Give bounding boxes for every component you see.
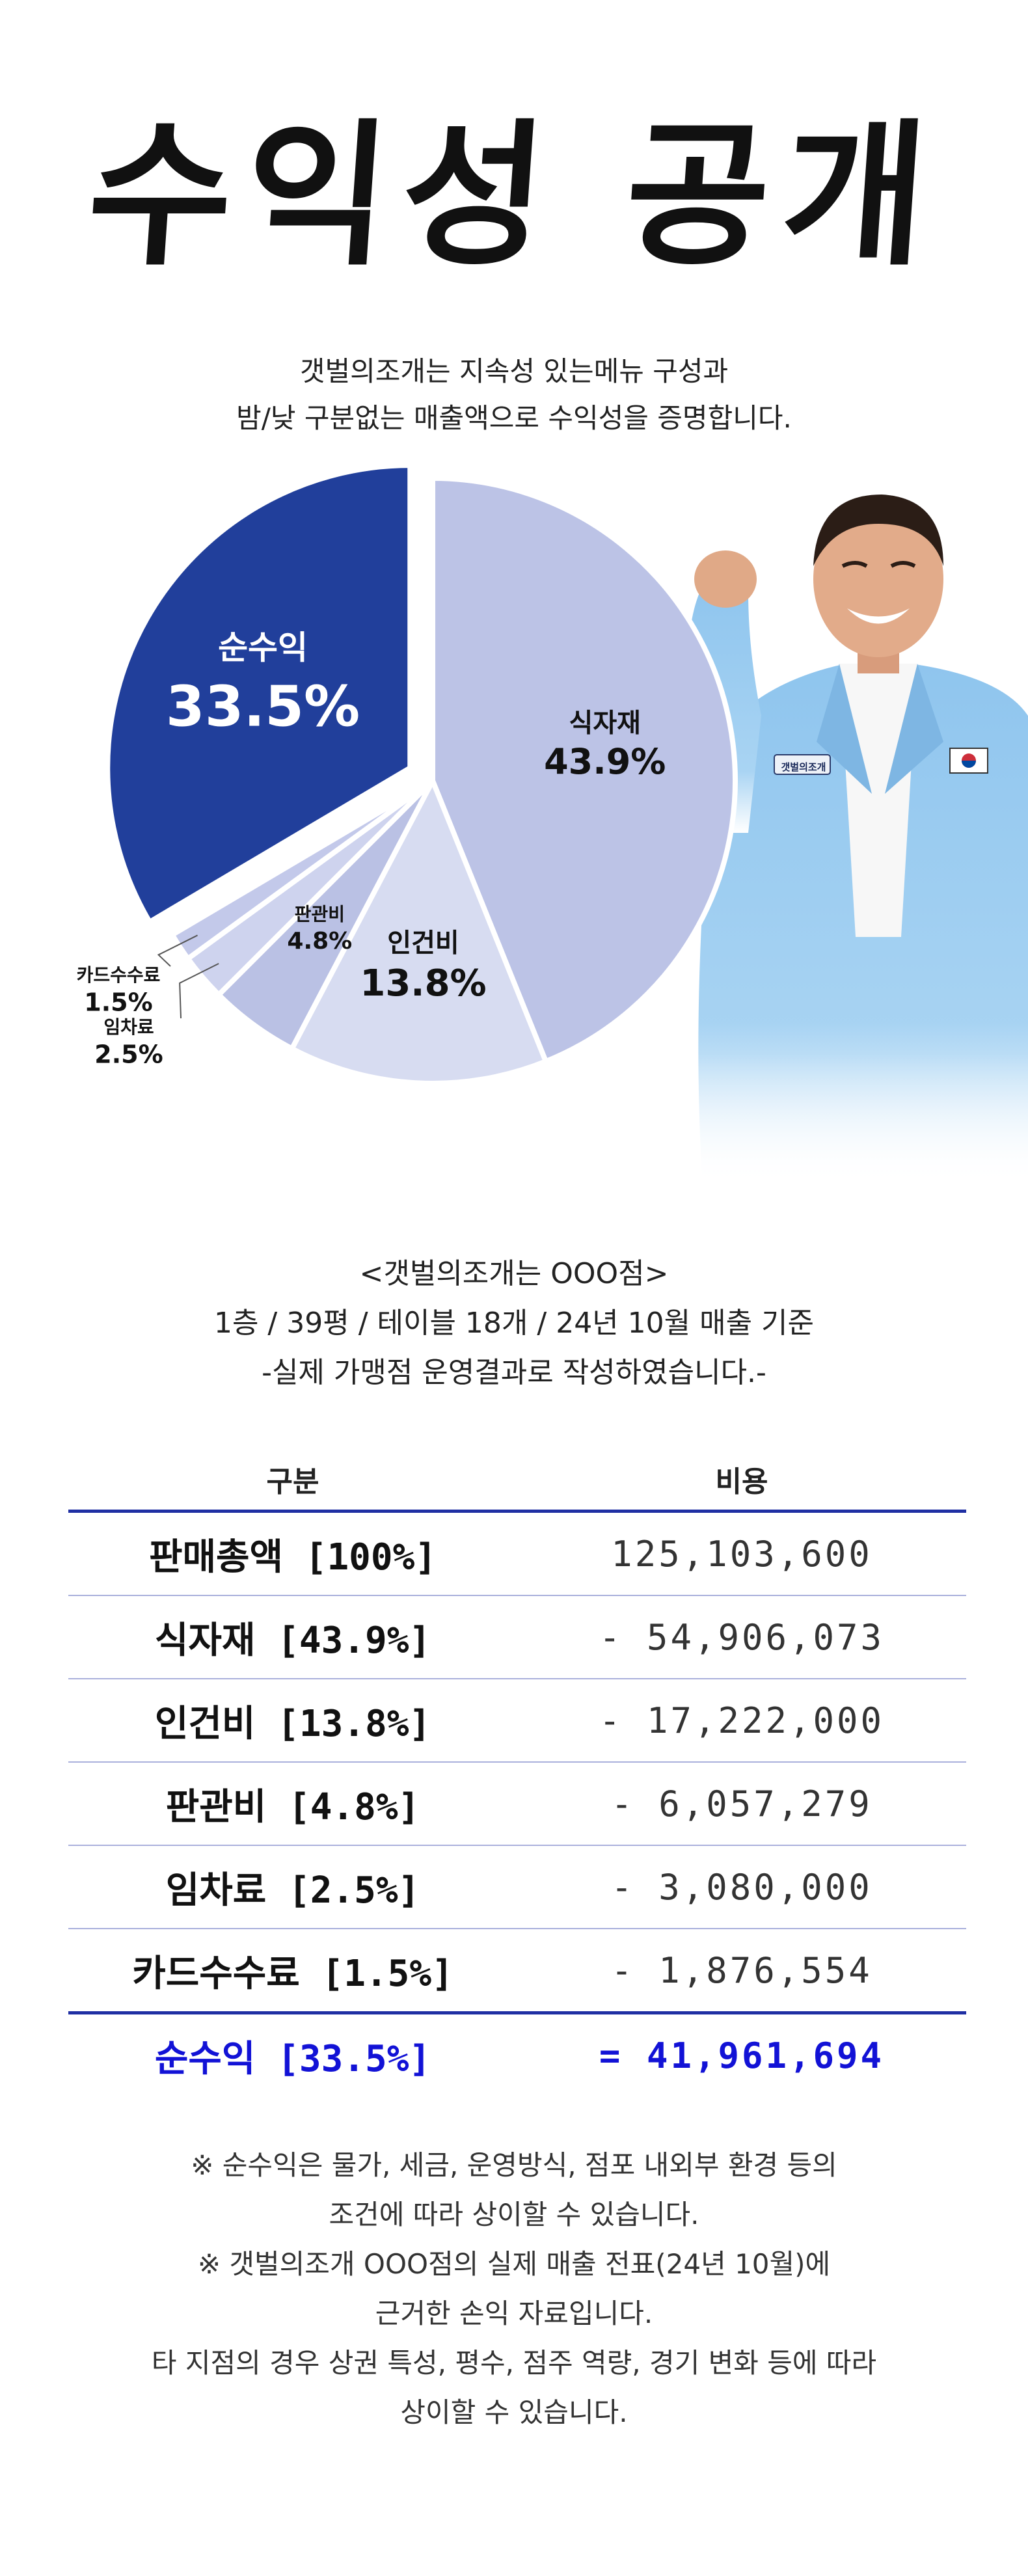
row-label: 인건비 [13.8%] — [154, 1702, 431, 1745]
table-row: 판관비 [4.8%] - 6,057,279 — [68, 1763, 966, 1846]
row-label: 판매총액 [100%] — [148, 1536, 437, 1579]
row-value: - 1,876,554 — [611, 1949, 872, 1991]
slice-0-wedge — [430, 476, 738, 1064]
total-label: 순수익 [33.5%] — [154, 2037, 431, 2080]
slice-4-label: 카드수수료 — [77, 964, 161, 986]
slice-4-value: 1.5% — [84, 988, 152, 1017]
header-category: 구분 — [266, 1465, 319, 1498]
page-title: 수익성 공개 — [82, 103, 946, 287]
total-value: = 41,961,694 — [599, 2035, 885, 2076]
slice-1-label: 인건비 — [387, 929, 459, 958]
slice-0-value: 43.9% — [544, 741, 666, 782]
slice-0-label: 식자재 — [569, 708, 641, 738]
slice-2-value: 4.8% — [287, 928, 352, 955]
slice-1-value: 13.8% — [360, 962, 486, 1005]
note-line: ※ 순수익은 물가, 세금, 운영방식, 점포 내외부 환경 등의 — [191, 2149, 837, 2181]
table-total-row: 순수익 [33.5%] = 41,961,694 — [68, 2014, 966, 2096]
row-value: - 54,906,073 — [599, 1616, 885, 1658]
slice-2-label: 판관비 — [295, 904, 345, 925]
slice-5-value: 33.5% — [166, 675, 360, 740]
subtitle-line: 갯벌의조개는 지속성 있는메뉴 구성과 — [299, 355, 729, 387]
row-label: 식자재 [43.9%] — [154, 1619, 431, 1662]
disclaimer-notes: ※ 순수익은 물가, 세금, 운영방식, 점포 내외부 환경 등의 조건에 따라… — [0, 2141, 1028, 2437]
spokesperson-illustration — [677, 495, 1028, 1184]
profit-table: 구분 비용 판매총액 [100%] 125,103,600 식자재 [43.9%… — [68, 1448, 966, 2096]
slice-4-leader-line — [157, 934, 198, 967]
table-row: 인건비 [13.8%] - 17,222,000 — [68, 1679, 966, 1763]
slice-3-leader-line — [179, 962, 219, 1019]
basis-line: <갯벌의조개는 OOO점> — [359, 1257, 669, 1290]
basis-line: -실제 가맹점 운영결과로 작성하였습니다.- — [262, 1356, 766, 1389]
data-basis: <갯벌의조개는 OOO점> 1층 / 39평 / 테이블 18개 / 24년 1… — [0, 1249, 1028, 1398]
slice-5-label: 순수익 — [218, 629, 308, 666]
slice-3-label: 임차료 — [103, 1016, 154, 1038]
note-line: ※ 갯벌의조개 OOO점의 실제 매출 전표(24년 10월)에 — [197, 2248, 831, 2280]
table-row: 카드수수료 [1.5%] - 1,876,554 — [68, 1929, 966, 2014]
slice-5-wedge — [105, 463, 413, 925]
note-line: 상이할 수 있습니다. — [400, 2396, 628, 2428]
page-subtitle: 갯벌의조개는 지속성 있는메뉴 구성과 밤/낮 구분없는 매출액으로 수익성을 … — [0, 348, 1028, 442]
table-row: 판매총액 [100%] 125,103,600 — [68, 1513, 966, 1596]
row-label: 카드수수료 [1.5%] — [132, 1952, 453, 1995]
table-header: 구분 비용 — [68, 1448, 966, 1513]
table-row: 식자재 [43.9%] - 54,906,073 — [68, 1596, 966, 1679]
row-value: 125,103,600 — [611, 1533, 872, 1575]
note-line: 조건에 따라 상이할 수 있습니다. — [329, 2199, 699, 2230]
row-value: - 3,080,000 — [611, 1866, 872, 1908]
slice-1-wedge — [289, 778, 548, 1086]
note-line: 타 지점의 경우 상권 특성, 평수, 점주 역량, 경기 변화 등에 따라 — [151, 2347, 877, 2379]
row-value: - 6,057,279 — [611, 1783, 872, 1824]
header-cost: 비용 — [715, 1465, 768, 1498]
row-value: - 17,222,000 — [599, 1700, 885, 1741]
subtitle-line: 밤/낮 구분없는 매출액으로 수익성을 증명합니다. — [236, 402, 792, 434]
basis-line: 1층 / 39평 / 테이블 18개 / 24년 10월 매출 기준 — [213, 1307, 815, 1340]
note-line: 근거한 손익 자료입니다. — [375, 2298, 653, 2329]
table-row: 임차료 [2.5%] - 3,080,000 — [68, 1846, 966, 1929]
slice-4-wedge — [169, 778, 435, 962]
row-label: 판관비 [4.8%] — [165, 1785, 420, 1828]
slice-3-value: 2.5% — [94, 1040, 163, 1069]
name-badge: 갯벌의조개 — [781, 761, 826, 773]
row-label: 임차료 [2.5%] — [165, 1869, 420, 1912]
